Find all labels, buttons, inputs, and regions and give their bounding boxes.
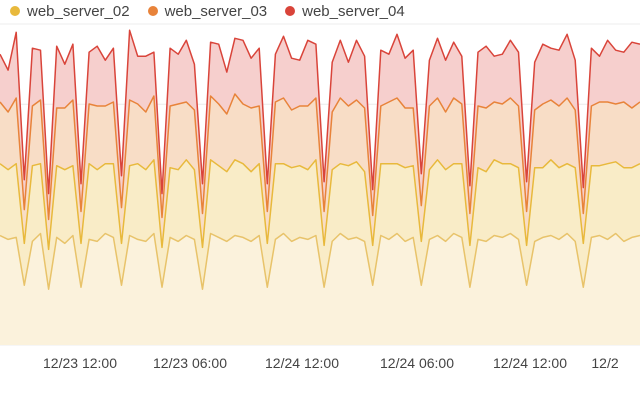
legend-item-web-server-02[interactable]: web_server_02 bbox=[10, 3, 130, 20]
series-areas bbox=[0, 30, 640, 346]
x-tick-label: 12/23 06:00 bbox=[153, 355, 227, 371]
legend-label-web-server-04: web_server_04 bbox=[302, 2, 405, 20]
area-web-server-01 bbox=[0, 233, 640, 345]
series-lines bbox=[0, 29, 640, 290]
legend-label-web-server-03: web_server_03 bbox=[164, 2, 268, 20]
legend-dot-web-server-03 bbox=[147, 6, 158, 16]
x-tick-label: 12/24 12:00 bbox=[493, 355, 567, 371]
line-web-server-02 bbox=[0, 159, 640, 251]
x-tick-label: 12/24 12:00 bbox=[265, 355, 339, 371]
chart-legend: web_server_02 web_server_03 web_server_0… bbox=[0, 0, 413, 22]
legend-item-web-server-04[interactable]: web_server_04 bbox=[285, 3, 405, 20]
legend-label-web-server-02: web_server_02 bbox=[27, 2, 130, 20]
legend-dot-web-server-04 bbox=[285, 6, 296, 16]
line-web-server-04 bbox=[0, 29, 640, 195]
x-tick-label: 12/24 06:00 bbox=[380, 355, 454, 371]
x-tick-label: 12/23 12:00 bbox=[43, 355, 117, 371]
legend-item-web-server-03[interactable]: web_server_03 bbox=[147, 2, 268, 20]
x-tick-label: 12/2 bbox=[591, 355, 618, 371]
legend-dot-web-server-02 bbox=[10, 6, 20, 16]
line-web-server-01 bbox=[0, 232, 640, 290]
line-web-server-03 bbox=[0, 93, 640, 221]
